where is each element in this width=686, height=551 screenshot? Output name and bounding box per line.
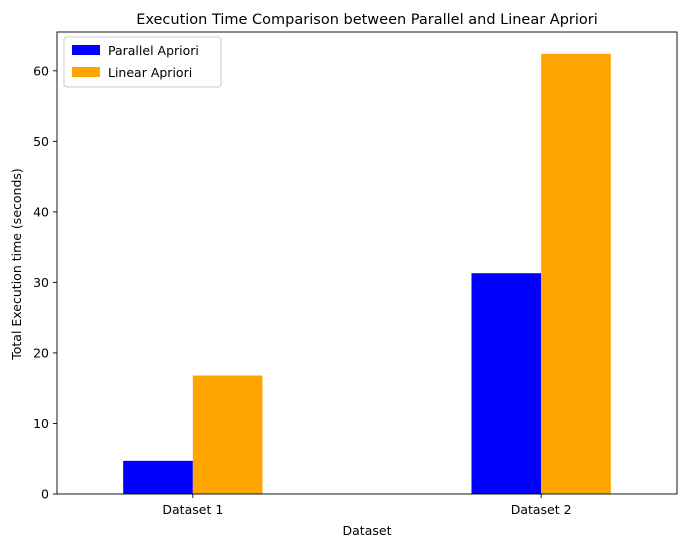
legend-swatch-linear-apriori: [72, 67, 100, 77]
x-tick-label: Dataset 2: [511, 502, 572, 517]
x-axis-label: Dataset: [343, 523, 392, 538]
y-tick-label: 10: [33, 416, 49, 431]
y-tick-label: 0: [41, 487, 49, 502]
legend-label-linear-apriori: Linear Apriori: [108, 65, 192, 80]
bar-linear-apriori-dataset-2: [541, 53, 611, 495]
bar-parallel-apriori-dataset-1: [123, 460, 193, 494]
y-tick-label: 60: [33, 63, 49, 78]
y-tick-label: 40: [33, 204, 49, 219]
legend-label-parallel-apriori: Parallel Apriori: [108, 43, 199, 58]
x-tick-label: Dataset 1: [162, 502, 223, 517]
y-tick-label: 30: [33, 275, 49, 290]
bar-parallel-apriori-dataset-2: [471, 273, 542, 494]
y-tick-label: 50: [33, 134, 49, 149]
plot-area: 0 10 20 30 40 50 60 Dataset 1 Dataset 2: [33, 31, 678, 517]
y-axis-label: Total Execution time (seconds): [9, 168, 24, 361]
legend-box: [63, 36, 222, 88]
bar-linear-apriori-dataset-1: [192, 375, 263, 494]
legend: Parallel Apriori Linear Apriori: [63, 36, 222, 88]
axes-frame: [56, 31, 678, 495]
legend-swatch-parallel-apriori: [72, 45, 100, 55]
chart-title: Execution Time Comparison between Parall…: [136, 12, 598, 28]
y-tick-label: 20: [33, 345, 49, 360]
